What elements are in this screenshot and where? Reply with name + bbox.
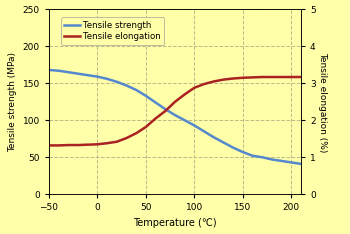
Tensile strength <box>66 71 70 74</box>
Tensile elongation <box>221 78 225 81</box>
Tensile strength <box>134 88 138 91</box>
Tensile strength <box>163 108 167 111</box>
Tensile elongation <box>47 144 51 147</box>
Tensile strength <box>95 75 99 78</box>
Tensile elongation <box>95 143 99 146</box>
Tensile strength <box>47 69 51 71</box>
Tensile elongation <box>202 83 206 85</box>
Tensile strength <box>173 114 177 117</box>
Tensile strength <box>192 124 196 127</box>
Tensile strength <box>260 156 264 159</box>
Tensile elongation <box>163 110 167 112</box>
Tensile elongation <box>270 76 274 78</box>
Tensile elongation <box>251 76 255 79</box>
Tensile elongation <box>66 144 70 146</box>
Tensile strength <box>86 74 90 77</box>
Y-axis label: Tensile elongation (%): Tensile elongation (%) <box>318 52 327 152</box>
Line: Tensile strength: Tensile strength <box>49 70 301 164</box>
Line: Tensile elongation: Tensile elongation <box>49 77 301 145</box>
Tensile elongation <box>144 125 148 128</box>
Tensile strength <box>105 77 109 80</box>
Tensile strength <box>57 69 61 72</box>
Tensile elongation <box>241 76 245 79</box>
Tensile strength <box>221 141 225 144</box>
Tensile strength <box>202 130 206 133</box>
Tensile strength <box>125 84 129 87</box>
Legend: Tensile strength, Tensile elongation: Tensile strength, Tensile elongation <box>61 17 164 45</box>
Tensile elongation <box>260 76 264 78</box>
Tensile strength <box>289 161 293 164</box>
Tensile elongation <box>212 80 216 83</box>
Tensile elongation <box>299 76 303 78</box>
Tensile elongation <box>280 76 284 78</box>
Tensile strength <box>76 72 80 75</box>
Tensile elongation <box>173 100 177 103</box>
Tensile elongation <box>192 86 196 89</box>
Tensile elongation <box>115 140 119 143</box>
Tensile strength <box>280 160 284 162</box>
Tensile strength <box>299 162 303 165</box>
Tensile strength <box>115 80 119 83</box>
Tensile elongation <box>105 142 109 145</box>
Tensile strength <box>212 136 216 139</box>
Tensile strength <box>231 146 235 149</box>
Tensile strength <box>241 151 245 154</box>
Y-axis label: Tensile strength (MPa): Tensile strength (MPa) <box>8 52 17 152</box>
Tensile elongation <box>154 117 158 120</box>
Tensile strength <box>270 158 274 161</box>
Tensile elongation <box>134 132 138 135</box>
Tensile strength <box>251 154 255 157</box>
Tensile elongation <box>231 77 235 80</box>
Tensile strength <box>144 95 148 97</box>
Tensile strength <box>183 119 187 122</box>
Tensile elongation <box>76 144 80 146</box>
Tensile strength <box>154 101 158 104</box>
Tensile elongation <box>57 144 61 147</box>
Tensile elongation <box>289 76 293 78</box>
X-axis label: Temperature (℃): Temperature (℃) <box>133 218 217 228</box>
Tensile elongation <box>86 143 90 146</box>
Tensile elongation <box>183 93 187 96</box>
Tensile elongation <box>125 137 129 139</box>
